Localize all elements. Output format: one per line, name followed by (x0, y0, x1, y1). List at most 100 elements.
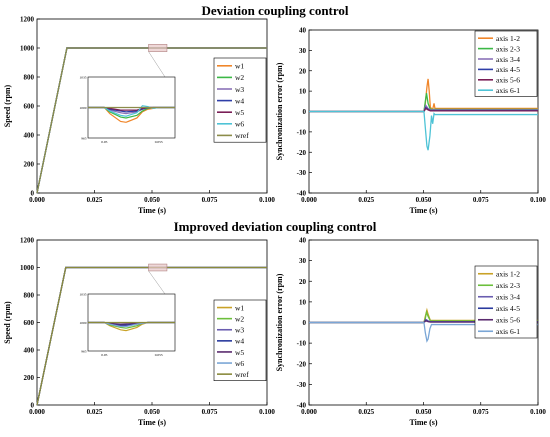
legend-label: wref (235, 131, 249, 140)
x-tick-label: 0.025 (358, 408, 374, 416)
x-tick-label: 0.075 (202, 196, 218, 204)
x-tick-label: 0.000 (29, 408, 45, 416)
y-tick-label: 40 (299, 27, 307, 35)
legend-label: w6 (235, 359, 244, 368)
legend-label: w2 (235, 73, 244, 82)
legend-label: axis 3-4 (496, 55, 520, 64)
x-tick-label: 0.100 (530, 196, 546, 204)
y-tick-label: 10 (299, 88, 307, 96)
x-tick-label: 0.050 (144, 196, 160, 204)
legend-label: w2 (235, 314, 244, 323)
legend-label: w1 (235, 62, 244, 71)
legend-label: axis 1-2 (496, 270, 520, 279)
x-tick-label: 0.100 (530, 408, 546, 416)
legend-label: w4 (235, 96, 244, 105)
figure-title-top: Deviation coupling control (201, 3, 349, 18)
series-line-wref (36, 47, 267, 194)
legend-label: w5 (235, 348, 244, 357)
y-tick-label: 0 (31, 402, 35, 410)
y-tick-label: -30 (297, 381, 307, 389)
y-axis-label: Synchronization error (rpm) (275, 62, 284, 160)
legend-label: axis 6-1 (496, 86, 520, 95)
x-tick-label: 0.050 (144, 408, 160, 416)
y-tick-label: 30 (299, 257, 307, 265)
series-line-wref (36, 266, 267, 406)
y-axis-label: Synchronization error (rpm) (275, 273, 284, 371)
legend-label: axis 5-6 (496, 76, 520, 85)
x-axis-label: Time (s) (409, 206, 437, 215)
y-tick-label: 400 (24, 347, 35, 355)
y-tick-label: 30 (299, 47, 307, 55)
x-tick-label: 0.075 (202, 408, 218, 416)
x-tick-label: 0.000 (301, 196, 317, 204)
y-tick-label: 800 (24, 292, 35, 300)
legend-label: axis 1-2 (496, 34, 520, 43)
y-tick-label: 600 (24, 319, 35, 327)
x-tick-label: 0.075 (473, 196, 489, 204)
x-axis-label: Time (s) (409, 418, 437, 427)
series-line-axis-6-1 (309, 110, 538, 151)
x-tick-label: 0.100 (259, 408, 275, 416)
legend-label: axis 2-3 (496, 44, 520, 53)
inset-y-tick-label: 1000 (80, 106, 87, 110)
legend-label: axis 4-5 (496, 304, 520, 313)
y-tick-label: -40 (297, 402, 307, 410)
legend-label: axis 4-5 (496, 65, 520, 74)
legend-label: w1 (235, 303, 244, 312)
x-axis-label: Time (s) (138, 418, 166, 427)
y-tick-label: 20 (299, 278, 307, 286)
figure-title-bottom: Improved deviation coupling control (173, 219, 377, 234)
x-tick-label: 0.025 (358, 196, 374, 204)
legend-label: axis 5-6 (496, 316, 520, 325)
y-tick-label: -10 (297, 128, 307, 136)
inset-x-tick-label: 0.05 (101, 353, 107, 357)
legend-label: axis 3-4 (496, 293, 520, 302)
zoom-connector (148, 270, 166, 295)
x-tick-label: 0.075 (473, 408, 489, 416)
y-tick-label: 10 (299, 298, 307, 306)
inset-y-tick-label: 965 (81, 136, 87, 140)
zoom-region (148, 263, 168, 272)
y-axis-label: Speed (rpm) (3, 301, 12, 344)
y-tick-label: 600 (24, 103, 35, 111)
inset-y-tick-label: 1000 (80, 321, 87, 325)
y-tick-label: -30 (297, 169, 307, 177)
x-tick-label: 0.050 (416, 196, 432, 204)
legend-label: w3 (235, 85, 244, 94)
x-axis-label: Time (s) (138, 206, 166, 215)
inset-x-tick-label: 0.055 (155, 353, 163, 357)
y-tick-label: 40 (299, 237, 307, 245)
legend-box (474, 30, 538, 97)
zoom-connector (148, 51, 166, 78)
y-tick-label: 400 (24, 132, 35, 140)
y-tick-label: 800 (24, 74, 35, 82)
legend-box (474, 265, 538, 339)
y-tick-label: 1000 (20, 264, 35, 272)
legend-label: w6 (235, 120, 244, 129)
inset-y-tick-label: 1035 (80, 292, 87, 296)
y-tick-label: 200 (24, 374, 35, 382)
inset-x-tick-label: 0.05 (101, 140, 107, 144)
legend-label: axis 2-3 (496, 281, 520, 290)
y-tick-label: 20 (299, 67, 307, 75)
y-tick-label: -10 (297, 340, 307, 348)
legend-label: w5 (235, 108, 244, 117)
x-tick-label: 0.025 (87, 196, 103, 204)
legend-label: w3 (235, 326, 244, 335)
y-tick-label: -20 (297, 360, 307, 368)
inset-x-tick-label: 0.055 (155, 140, 163, 144)
zoom-region (148, 44, 168, 52)
y-tick-label: 1200 (20, 16, 35, 24)
x-tick-label: 0.100 (259, 196, 275, 204)
y-tick-label: -40 (297, 190, 307, 198)
x-tick-label: 0.000 (301, 408, 317, 416)
legend-label: wref (235, 370, 249, 379)
inset-y-tick-label: 965 (81, 349, 87, 353)
series-line-axis-6-1 (309, 321, 538, 343)
inset-y-tick-label: 1035 (80, 75, 87, 79)
y-tick-label: 1000 (20, 45, 35, 53)
legend-label: w4 (235, 337, 244, 346)
y-tick-label: 200 (24, 161, 35, 169)
x-tick-label: 0.050 (416, 408, 432, 416)
y-axis-label: Speed (rpm) (3, 84, 12, 127)
